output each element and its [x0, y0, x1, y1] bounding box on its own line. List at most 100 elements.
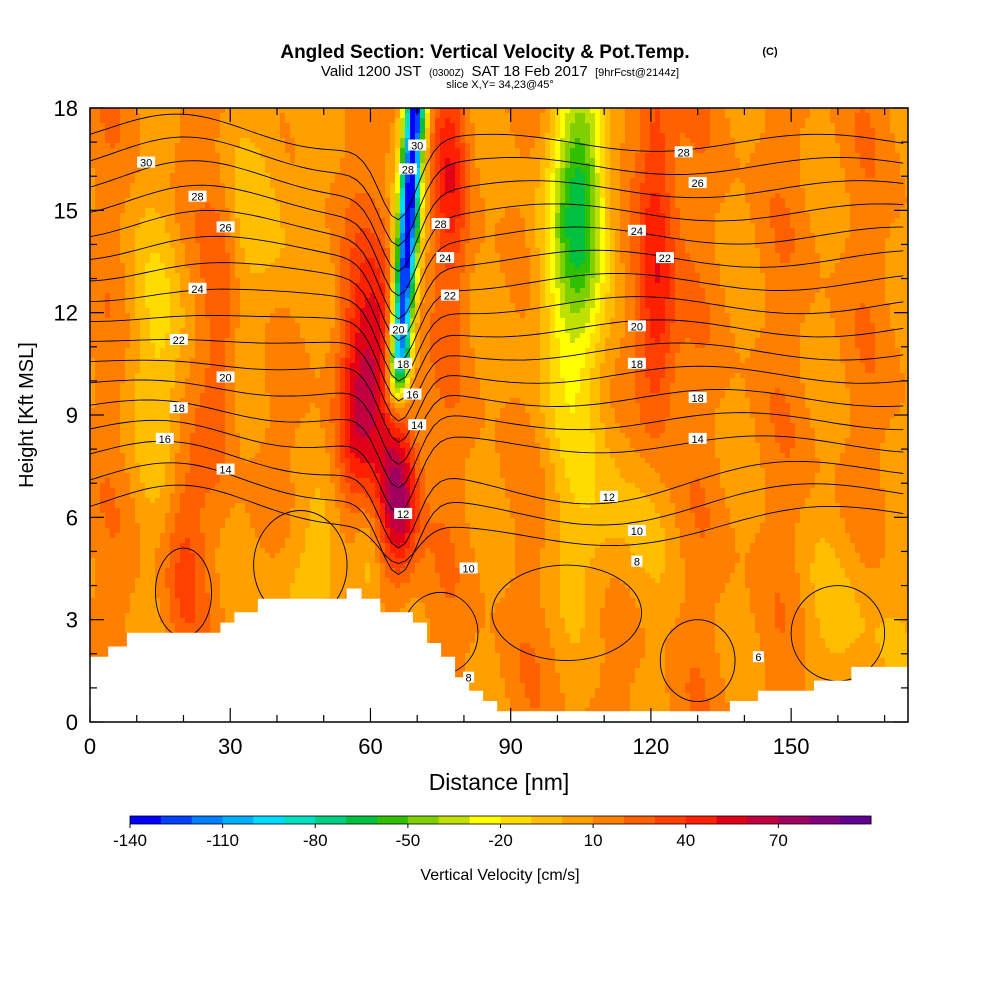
heatmap-cell [185, 163, 191, 169]
heatmap-cell [345, 233, 351, 239]
heatmap-cell [215, 113, 221, 119]
heatmap-cell [235, 113, 241, 119]
heatmap-cell [765, 153, 771, 159]
heatmap-cell [390, 193, 396, 199]
heatmap-cell [270, 108, 276, 114]
heatmap-cell [515, 163, 521, 169]
heatmap-cell [485, 118, 491, 124]
heatmap-cell [260, 188, 266, 194]
heatmap-cell [350, 203, 356, 209]
heatmap-cell [500, 128, 506, 134]
heatmap-cell [355, 113, 361, 119]
heatmap-cell [640, 218, 646, 224]
heatmap-cell [410, 233, 416, 239]
heatmap-cell [190, 238, 196, 244]
heatmap-cell [490, 133, 496, 139]
heatmap-cell [310, 173, 316, 179]
heatmap-cell [290, 118, 296, 124]
heatmap-cell [440, 138, 446, 144]
heatmap-cell [660, 133, 666, 139]
heatmap-cell [865, 228, 871, 234]
heatmap-cell [590, 223, 596, 229]
heatmap-cell [660, 183, 666, 189]
heatmap-cell [755, 213, 761, 219]
heatmap-cell [680, 163, 686, 169]
heatmap-cell [755, 133, 761, 139]
heatmap-cell [240, 203, 246, 209]
heatmap-cell [425, 178, 431, 184]
heatmap-cell [770, 148, 776, 154]
heatmap-cell [420, 238, 426, 244]
heatmap-cell [640, 178, 646, 184]
heatmap-cell [190, 248, 196, 254]
heatmap-cell [430, 253, 436, 259]
heatmap-cell [435, 138, 441, 144]
heatmap-cell [720, 168, 726, 174]
heatmap-cell [190, 128, 196, 134]
heatmap-cell [900, 228, 906, 234]
heatmap-cell [555, 138, 561, 144]
heatmap-cell [540, 233, 546, 239]
heatmap-cell [290, 128, 296, 134]
heatmap-cell [905, 243, 908, 249]
heatmap-cell [740, 173, 746, 179]
heatmap-cell [550, 113, 556, 119]
heatmap-cell [375, 188, 381, 194]
heatmap-cell [455, 233, 461, 239]
heatmap-cell [840, 183, 846, 189]
heatmap-cell [635, 203, 641, 209]
heatmap-cell [815, 243, 821, 249]
heatmap-cell [720, 163, 726, 169]
heatmap-cell [905, 183, 908, 189]
heatmap-cell [895, 183, 901, 189]
heatmap-cell [250, 153, 256, 159]
heatmap-cell [110, 123, 116, 129]
heatmap-cell [615, 183, 621, 189]
heatmap-cell [250, 148, 256, 154]
heatmap-cell [105, 218, 111, 224]
heatmap-cell [345, 258, 351, 264]
heatmap-cell [905, 143, 908, 149]
heatmap-cell [120, 213, 126, 219]
heatmap-cell [105, 138, 111, 144]
heatmap-cell [270, 143, 276, 149]
heatmap-cell [215, 173, 221, 179]
heatmap-cell [710, 138, 716, 144]
heatmap-cell [750, 128, 756, 134]
heatmap-cell [690, 203, 696, 209]
heatmap-cell [235, 143, 241, 149]
heatmap-cell [95, 153, 101, 159]
heatmap-cell [320, 178, 326, 184]
heatmap-cell [420, 208, 426, 214]
heatmap-cell [825, 108, 831, 114]
heatmap-cell [700, 228, 706, 234]
heatmap-cell [500, 133, 506, 139]
heatmap-cell [565, 163, 571, 169]
heatmap-cell [805, 178, 811, 184]
heatmap-cell [535, 218, 541, 224]
heatmap-cell [475, 183, 481, 189]
heatmap-cell [125, 168, 131, 174]
heatmap-cell [600, 138, 606, 144]
heatmap-cell [395, 228, 401, 234]
heatmap-cell [335, 218, 341, 224]
heatmap-cell [845, 148, 851, 154]
heatmap-cell [655, 238, 661, 244]
heatmap-cell [530, 148, 536, 154]
heatmap-cell [860, 203, 866, 209]
heatmap-cell [210, 118, 216, 124]
heatmap-cell [900, 178, 906, 184]
heatmap-cell [545, 203, 551, 209]
heatmap-cell [575, 233, 581, 239]
heatmap-cell [245, 243, 251, 249]
heatmap-cell [885, 203, 891, 209]
heatmap-cell [890, 148, 896, 154]
heatmap-cell [115, 218, 121, 224]
heatmap-cell [680, 113, 686, 119]
heatmap-cell [325, 223, 331, 229]
heatmap-cell [185, 213, 191, 219]
heatmap-cell [300, 123, 306, 129]
heatmap-cell [535, 118, 541, 124]
heatmap-cell [840, 223, 846, 229]
heatmap-cell [145, 143, 151, 149]
